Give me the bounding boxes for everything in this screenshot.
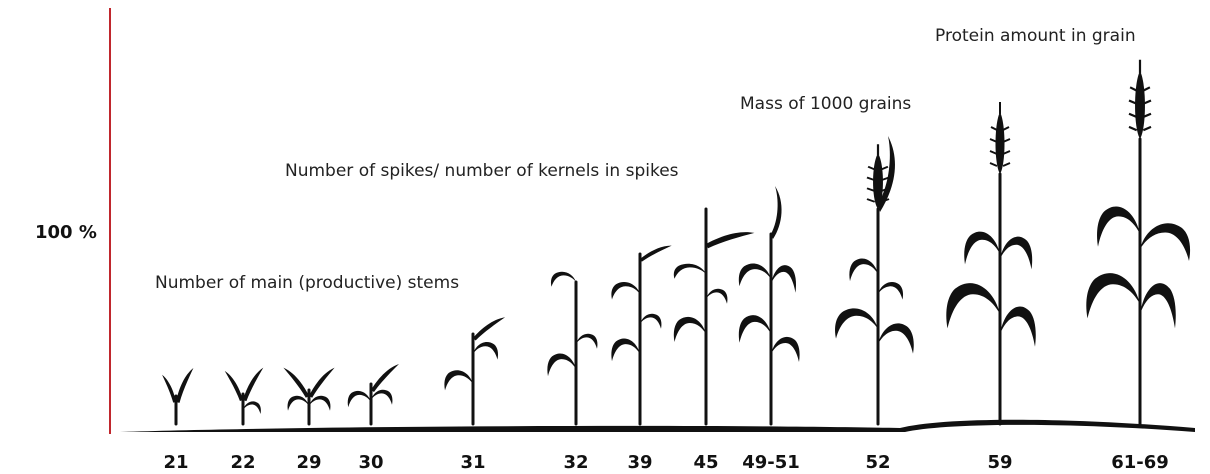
leaf <box>1000 236 1033 270</box>
leaf <box>771 186 782 239</box>
leaf <box>738 315 771 343</box>
leaf <box>1086 273 1140 319</box>
leaf <box>371 389 393 405</box>
leaf <box>243 401 261 414</box>
stage-label: 32 <box>563 452 588 473</box>
stage-label: 21 <box>163 452 188 473</box>
leaf <box>287 395 309 411</box>
stage-label: 49-51 <box>742 452 800 473</box>
stage-label: 29 <box>296 452 321 473</box>
leaf <box>771 336 800 362</box>
leaf <box>640 313 662 329</box>
plant <box>154 367 203 426</box>
annotation: Number of main (productive) stems <box>155 273 459 293</box>
annotation: Protein amount in grain <box>935 26 1136 46</box>
plant <box>946 101 1036 426</box>
leaf <box>639 237 672 270</box>
leaf <box>1097 206 1140 247</box>
leaf <box>835 308 878 339</box>
leaf <box>611 338 640 362</box>
leaf <box>946 283 1000 329</box>
plant <box>347 364 399 426</box>
plant <box>444 312 506 426</box>
leaf <box>472 312 506 345</box>
leaf <box>547 353 576 377</box>
leaf <box>306 367 338 398</box>
leaf <box>444 370 473 391</box>
stage-label: 52 <box>865 452 890 473</box>
leaf <box>1000 306 1036 347</box>
spike <box>989 101 1011 175</box>
stage-label: 45 <box>693 452 718 473</box>
leaf <box>673 263 706 279</box>
leaf <box>878 323 914 354</box>
annotation: Number of spikes/ number of kernels in s… <box>285 161 679 181</box>
stage-label: 22 <box>230 452 255 473</box>
leaf <box>280 367 312 398</box>
plant <box>1086 58 1191 426</box>
leaf <box>771 265 797 293</box>
leaf <box>673 316 706 342</box>
plant <box>218 367 271 426</box>
plant <box>835 136 914 426</box>
plant <box>547 271 598 426</box>
leaf <box>964 231 1000 265</box>
stage-label: 31 <box>460 452 485 473</box>
leaf <box>738 263 771 287</box>
stage-label: 59 <box>987 452 1012 473</box>
leaf <box>371 364 399 392</box>
y-label: 100 % <box>35 222 97 243</box>
leaf <box>550 271 576 287</box>
stage-label: 61-69 <box>1111 452 1169 473</box>
leaf <box>1140 283 1176 329</box>
leaf <box>704 214 755 265</box>
spike <box>1127 58 1153 141</box>
stage-label: 39 <box>627 452 652 473</box>
leaf <box>878 136 895 212</box>
plant <box>673 207 755 426</box>
plant <box>738 186 800 426</box>
leaf <box>706 288 728 304</box>
leaf <box>611 281 640 300</box>
leaf <box>878 281 904 300</box>
plant <box>611 237 672 426</box>
leaf <box>347 390 371 408</box>
leaf <box>849 258 878 282</box>
annotation: Mass of 1000 grains <box>740 94 911 114</box>
plant <box>280 367 338 426</box>
leaf <box>1140 223 1191 261</box>
stage-label: 30 <box>358 452 383 473</box>
leaf <box>309 395 331 411</box>
leaf <box>576 333 598 349</box>
leaf <box>473 341 499 360</box>
ground <box>120 419 1195 432</box>
